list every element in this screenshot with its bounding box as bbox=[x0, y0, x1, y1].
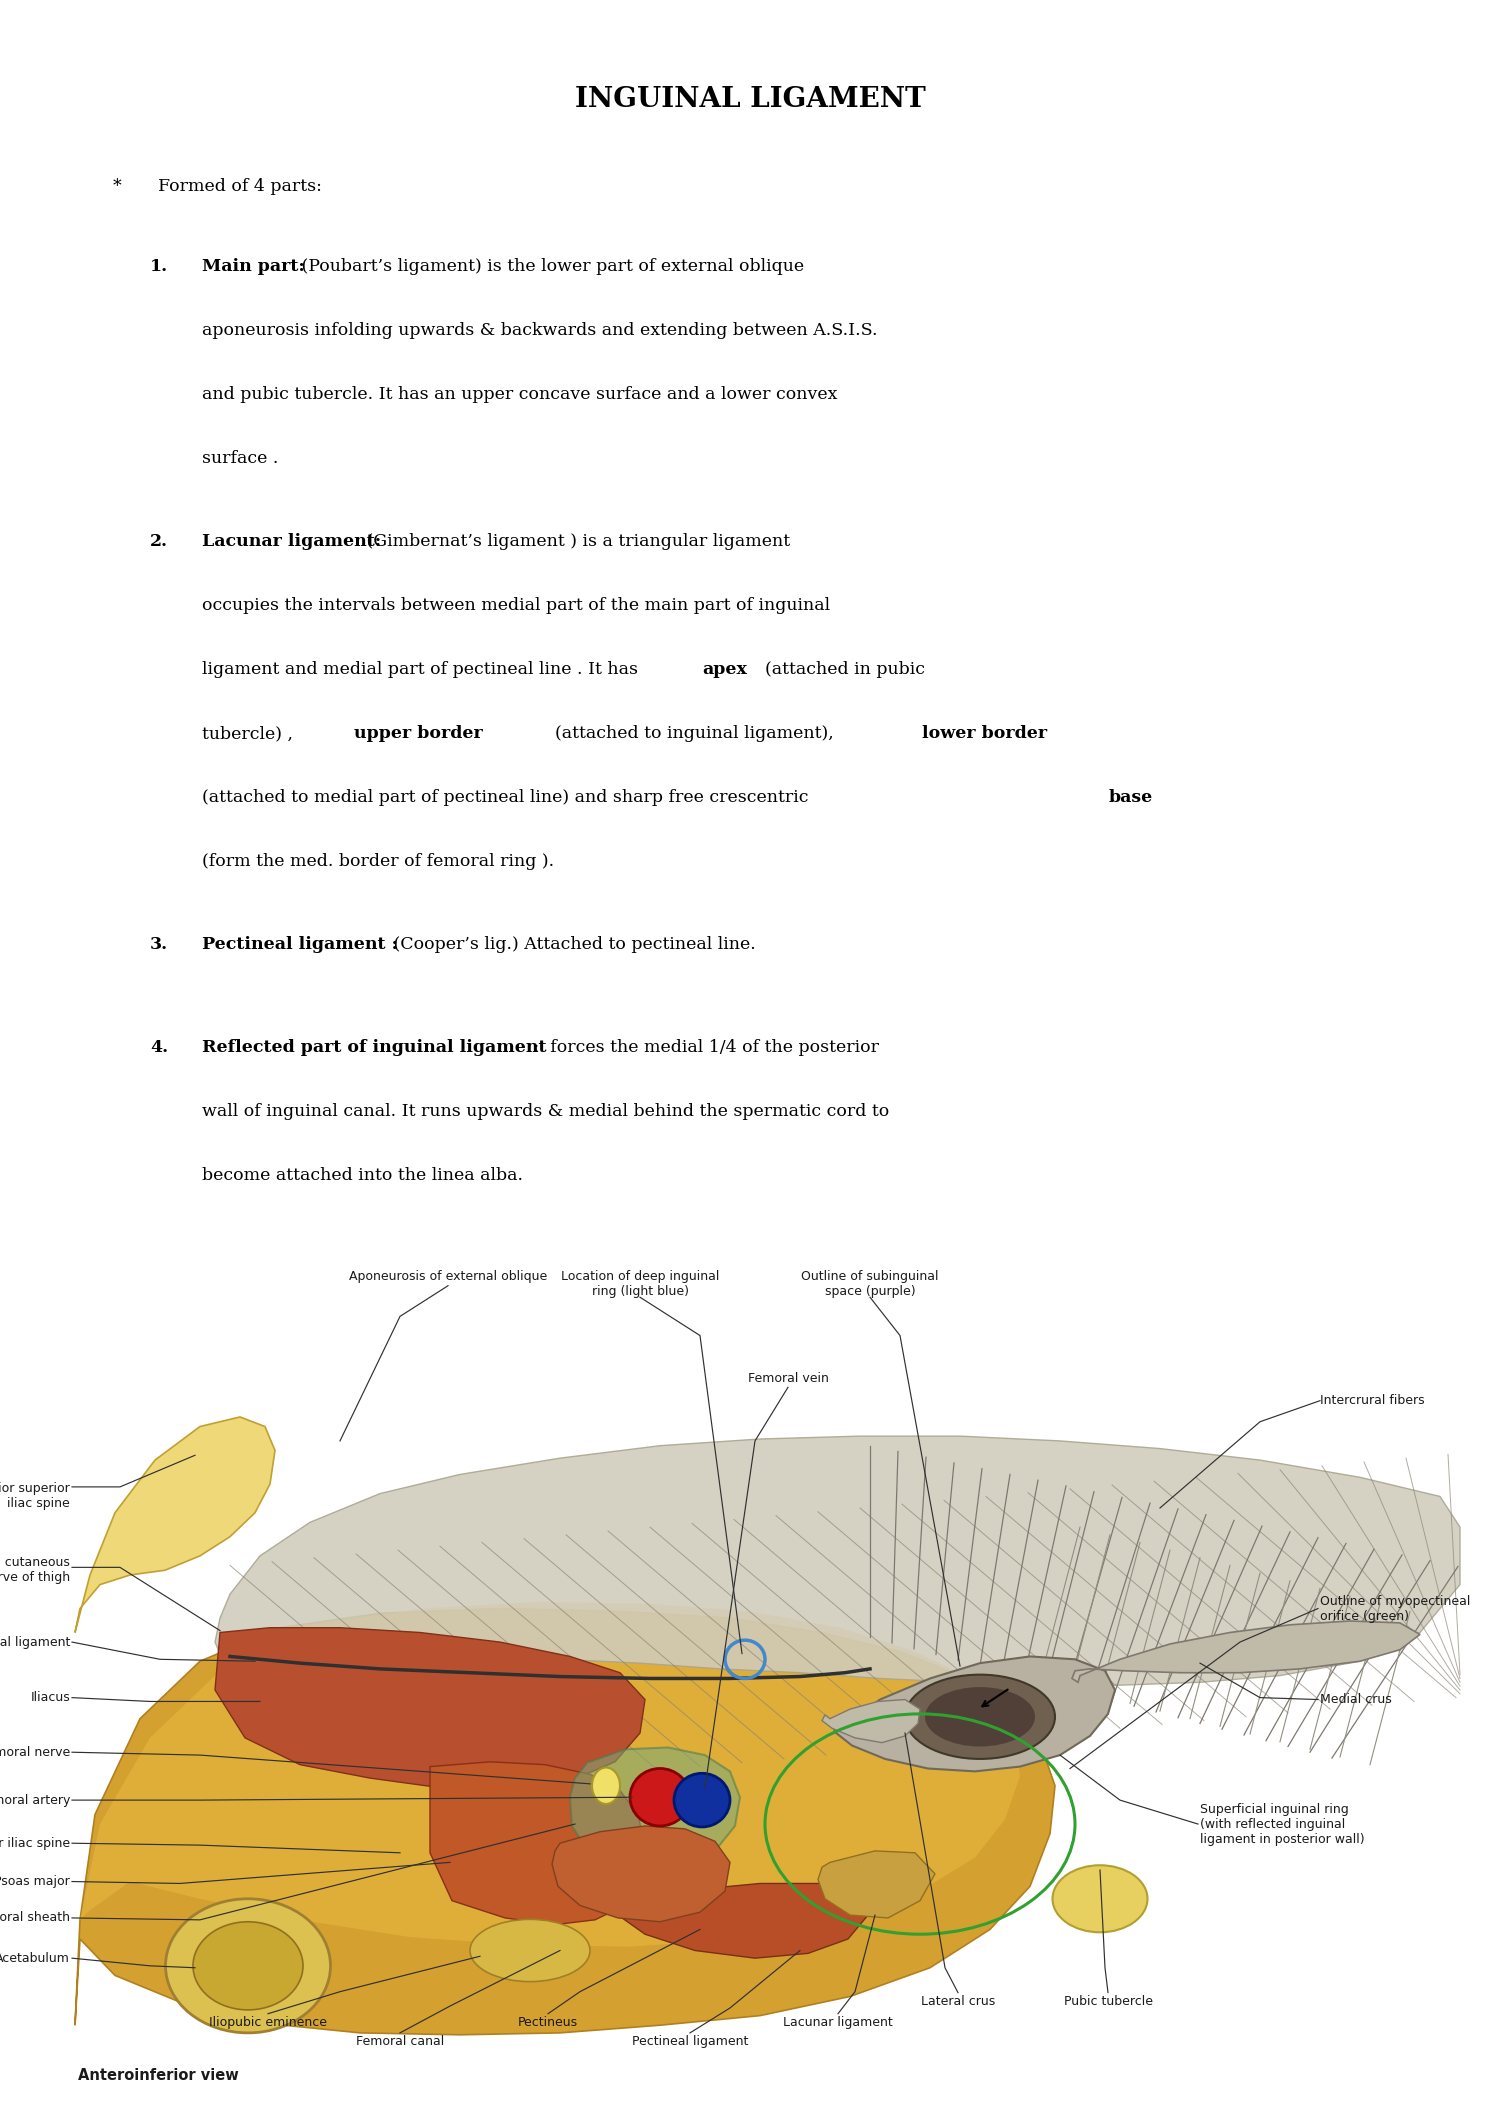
Text: 1.: 1. bbox=[150, 259, 168, 276]
Text: and pubic tubercle. It has an upper concave surface and a lower convex: and pubic tubercle. It has an upper conc… bbox=[202, 386, 839, 403]
Text: Outline of myopectineal
orifice (green): Outline of myopectineal orifice (green) bbox=[1320, 1595, 1470, 1623]
Circle shape bbox=[674, 1773, 730, 1826]
Text: Acetabulum: Acetabulum bbox=[0, 1951, 70, 1964]
Text: aponeurosis infolding upwards & backwards and extending between A.S.I.S.: aponeurosis infolding upwards & backward… bbox=[202, 322, 877, 339]
Text: Aponeurosis of external oblique: Aponeurosis of external oblique bbox=[350, 1270, 548, 1283]
Text: Medial crus: Medial crus bbox=[1320, 1693, 1392, 1705]
Text: lower border: lower border bbox=[922, 725, 1047, 742]
Polygon shape bbox=[822, 1699, 920, 1743]
Text: Lateral crus: Lateral crus bbox=[921, 1994, 995, 2009]
Polygon shape bbox=[75, 1608, 1054, 2034]
Text: Superficial inguinal ring
(with reflected inguinal
ligament in posterior wall): Superficial inguinal ring (with reflecte… bbox=[1200, 1803, 1365, 1845]
Polygon shape bbox=[552, 1826, 730, 1922]
Text: Outline of subinguinal
space (purple): Outline of subinguinal space (purple) bbox=[801, 1270, 939, 1298]
Text: Location of deep inguinal
ring (light blue): Location of deep inguinal ring (light bl… bbox=[561, 1270, 718, 1298]
Text: Pubic tubercle: Pubic tubercle bbox=[1064, 1994, 1152, 2009]
Text: Formed of 4 parts:: Formed of 4 parts: bbox=[158, 178, 321, 195]
Polygon shape bbox=[430, 1763, 645, 1924]
Text: Femoral sheath: Femoral sheath bbox=[0, 1911, 70, 1924]
Text: Lacunar ligament: Lacunar ligament bbox=[783, 2015, 892, 2028]
Polygon shape bbox=[818, 1852, 934, 1917]
Ellipse shape bbox=[165, 1898, 330, 2032]
Polygon shape bbox=[618, 1883, 868, 1958]
Text: Pectineus: Pectineus bbox=[518, 2015, 578, 2028]
Text: ligament and medial part of pectineal line . It has: ligament and medial part of pectineal li… bbox=[202, 662, 644, 679]
Text: Psoas major: Psoas major bbox=[0, 1875, 70, 1888]
Text: 4.: 4. bbox=[150, 1039, 168, 1056]
Text: Femoral vein: Femoral vein bbox=[747, 1372, 828, 1385]
Text: (attached to medial part of pectineal line) and sharp free crescentric: (attached to medial part of pectineal li… bbox=[202, 789, 808, 806]
Polygon shape bbox=[214, 1627, 645, 1790]
Text: Iliopubic eminence: Iliopubic eminence bbox=[209, 2015, 327, 2028]
Polygon shape bbox=[833, 1657, 1114, 1771]
Ellipse shape bbox=[904, 1676, 1054, 1758]
Text: Inguinal ligament: Inguinal ligament bbox=[0, 1635, 70, 1648]
Text: Femoral nerve: Femoral nerve bbox=[0, 1746, 70, 1758]
Polygon shape bbox=[1072, 1620, 1420, 1682]
Text: surface .: surface . bbox=[202, 450, 279, 467]
Text: Femoral artery: Femoral artery bbox=[0, 1794, 70, 1807]
Text: Reflected part of inguinal ligament: Reflected part of inguinal ligament bbox=[202, 1039, 548, 1056]
Text: INGUINAL LIGAMENT: INGUINAL LIGAMENT bbox=[574, 87, 926, 112]
Text: Main part:: Main part: bbox=[202, 259, 306, 276]
Text: (Cooper’s lig.) Attached to pectineal line.: (Cooper’s lig.) Attached to pectineal li… bbox=[388, 935, 756, 954]
Text: (attached in pubic: (attached in pubic bbox=[765, 662, 926, 679]
Text: (Poubart’s ligament) is the lower part of external oblique: (Poubart’s ligament) is the lower part o… bbox=[296, 259, 804, 276]
Text: 3.: 3. bbox=[150, 935, 168, 954]
Text: Intercrural fibers: Intercrural fibers bbox=[1320, 1393, 1425, 1406]
Polygon shape bbox=[80, 1601, 1020, 1947]
Text: Pectineal ligament :: Pectineal ligament : bbox=[202, 935, 399, 954]
Polygon shape bbox=[570, 1748, 740, 1873]
Text: tubercle) ,: tubercle) , bbox=[202, 725, 294, 742]
Ellipse shape bbox=[926, 1686, 1035, 1746]
Circle shape bbox=[630, 1769, 690, 1826]
Text: (Gimbernat’s ligament ) is a triangular ligament: (Gimbernat’s ligament ) is a triangular … bbox=[360, 532, 789, 551]
Ellipse shape bbox=[470, 1920, 590, 1981]
Text: Lateral cutaneous
nerve of thigh: Lateral cutaneous nerve of thigh bbox=[0, 1557, 70, 1584]
Text: Femoral canal: Femoral canal bbox=[356, 2034, 444, 2047]
Ellipse shape bbox=[194, 1922, 303, 2011]
Text: Anterior inferior iliac spine: Anterior inferior iliac spine bbox=[0, 1837, 70, 1850]
Text: upper border: upper border bbox=[354, 725, 483, 742]
Text: (form the med. border of femoral ring ).: (form the med. border of femoral ring ). bbox=[202, 853, 555, 870]
Polygon shape bbox=[214, 1436, 1460, 1686]
Text: 2.: 2. bbox=[150, 532, 168, 551]
Text: Iliacus: Iliacus bbox=[30, 1690, 70, 1703]
Ellipse shape bbox=[592, 1767, 619, 1805]
Ellipse shape bbox=[1053, 1864, 1148, 1932]
Polygon shape bbox=[75, 1417, 274, 1633]
Text: *: * bbox=[112, 178, 122, 195]
Text: base: base bbox=[1108, 789, 1152, 806]
Text: occupies the intervals between medial part of the main part of inguinal: occupies the intervals between medial pa… bbox=[202, 598, 831, 615]
Text: apex: apex bbox=[702, 662, 747, 679]
Text: wall of inguinal canal. It runs upwards & medial behind the spermatic cord to: wall of inguinal canal. It runs upwards … bbox=[202, 1103, 890, 1120]
Text: Pectineal ligament: Pectineal ligament bbox=[632, 2034, 748, 2047]
Text: (attached to inguinal ligament),: (attached to inguinal ligament), bbox=[555, 725, 834, 742]
Text: Anterior superior
iliac spine: Anterior superior iliac spine bbox=[0, 1483, 70, 1510]
Text: Anteroinferior view: Anteroinferior view bbox=[78, 2068, 239, 2083]
Text: Lacunar ligament:: Lacunar ligament: bbox=[202, 532, 381, 551]
Text: become attached into the linea alba.: become attached into the linea alba. bbox=[202, 1167, 524, 1184]
Text: :  forces the medial 1/4 of the posterior: : forces the medial 1/4 of the posterior bbox=[528, 1039, 879, 1056]
